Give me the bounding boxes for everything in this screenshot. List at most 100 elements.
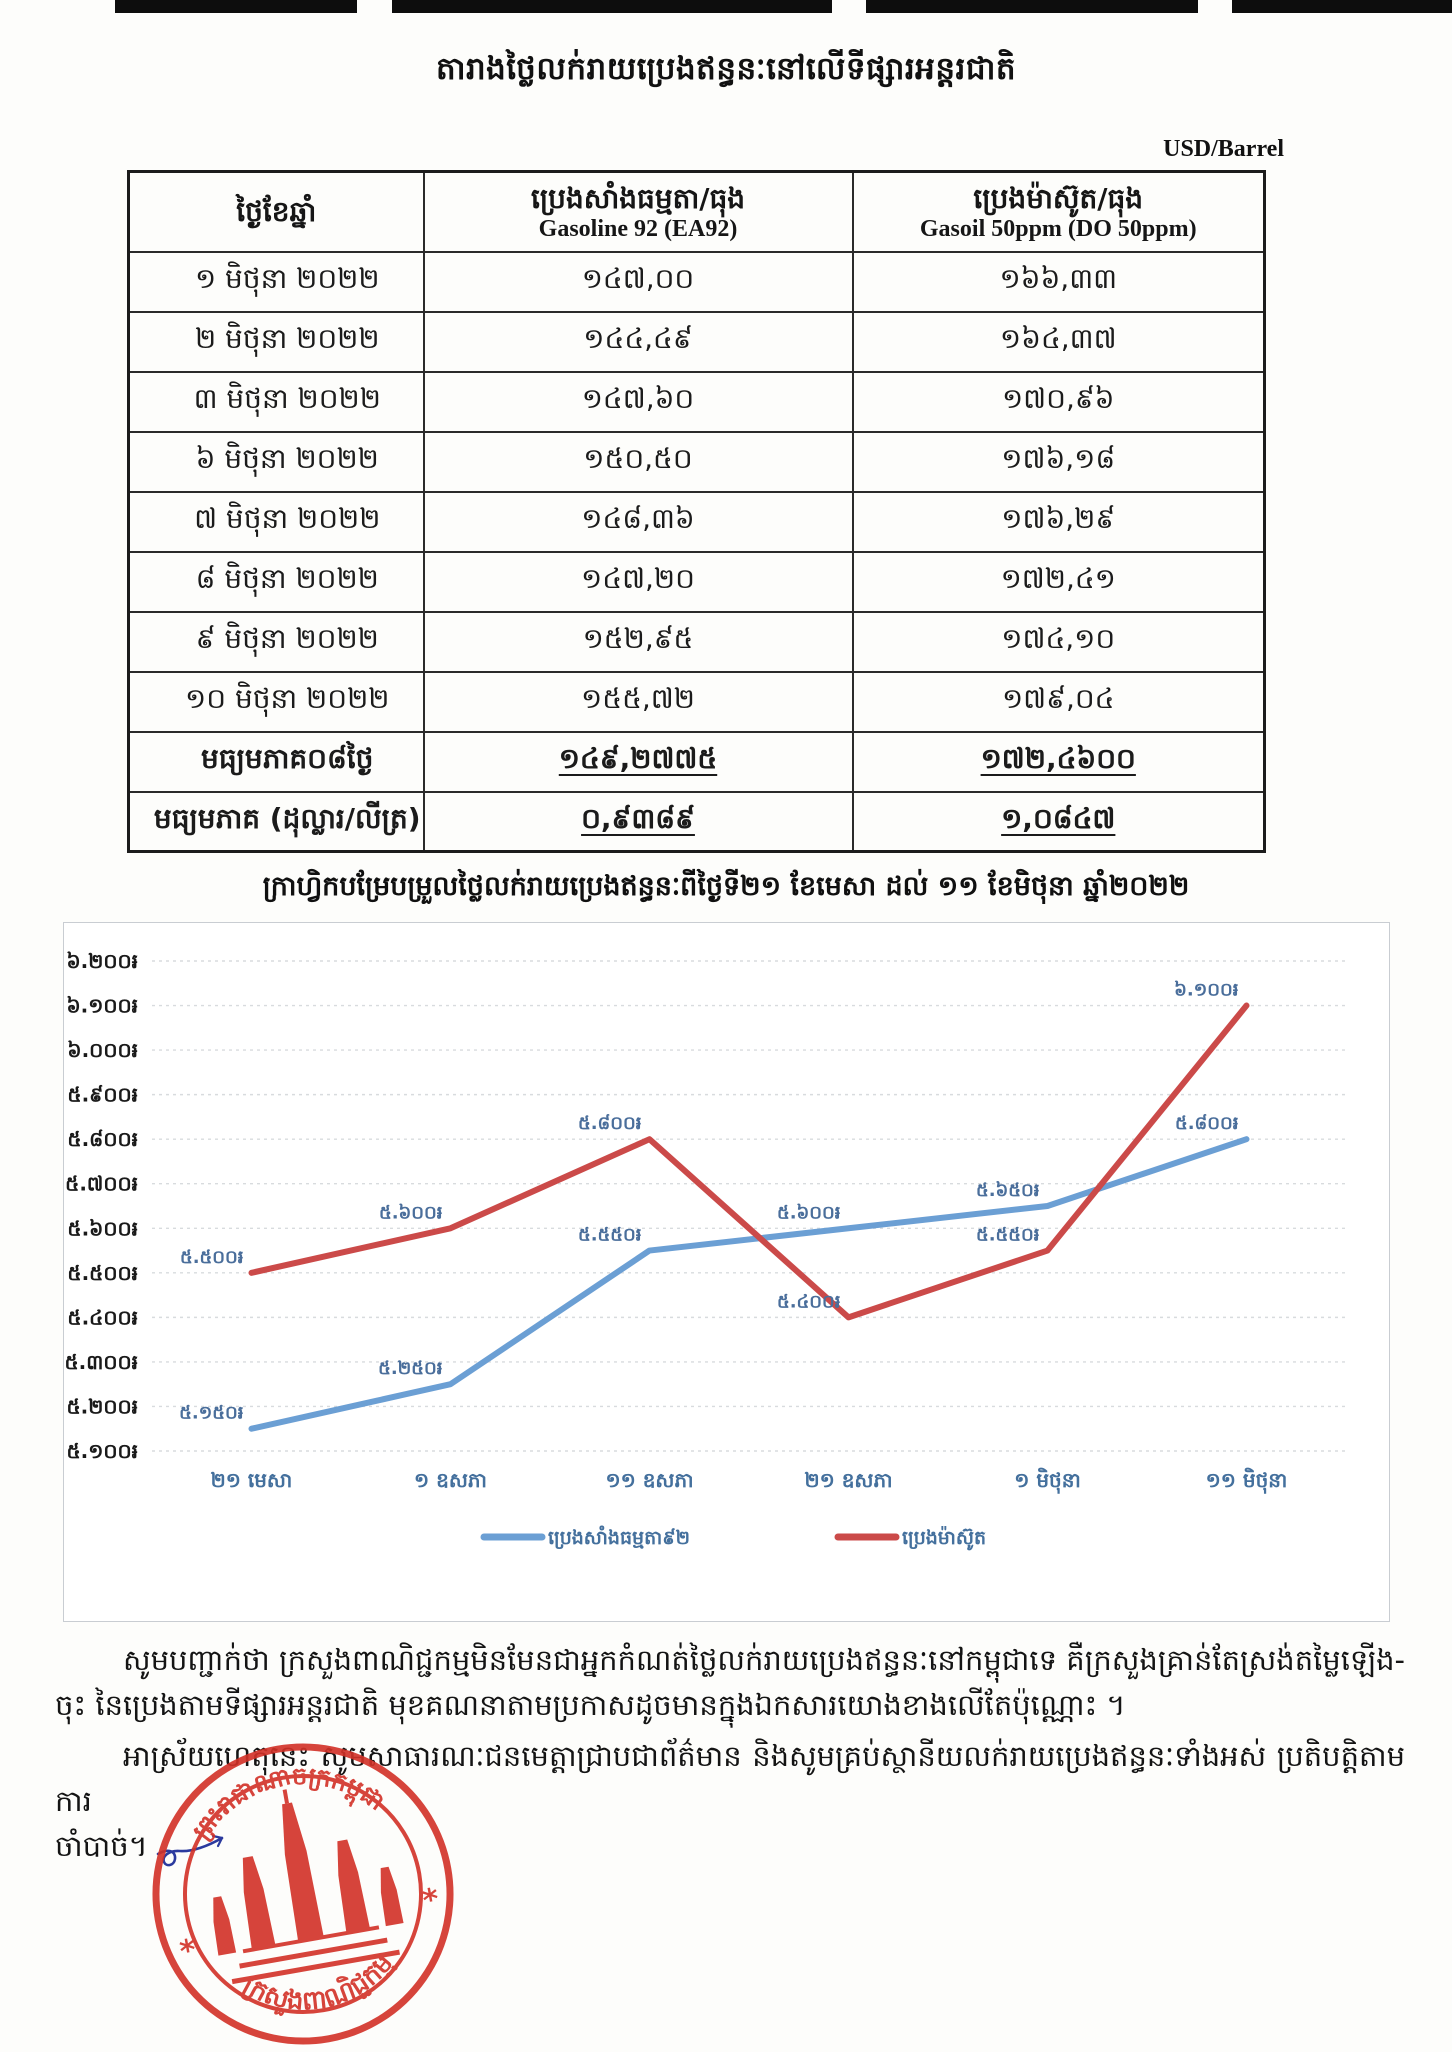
cell-gasoil: ១៦៤,៣៧: [851, 310, 1266, 373]
fuel-price-table: ថ្ងៃខែឆ្នាំ ប្រេងសាំងធម្មតា/ធុង Gasoline…: [127, 170, 1266, 853]
data-point-label: ៥.៥៥០៛: [578, 1225, 642, 1246]
cell-date: ៣ មិថុនា ២០២២: [127, 370, 425, 433]
cell-gasoline: ១៤៧,០០: [422, 250, 854, 313]
table-row: ៦ មិថុនា ២០២២ ១៥០,៥០ ១៧៦,១៨: [127, 430, 1266, 493]
cell-date: ១០ មិថុនា ២០២២: [127, 670, 425, 733]
y-tick-label: ៥.៨០០៛: [67, 1127, 138, 1151]
x-tick-label: ១១ ឧសភា: [605, 1468, 693, 1492]
table-row: ១ មិថុនា ២០២២ ១៤៧,០០ ១៦៦,៣៣: [127, 250, 1266, 313]
y-tick-label: ៥.២០០៛: [66, 1394, 138, 1418]
header-gasoil-en: Gasoil 50ppm (DO 50ppm): [919, 216, 1197, 243]
cell-date: មធ្យមភាគ០៨ថ្ងៃ: [127, 730, 425, 793]
header-date-label: ថ្ងៃខែឆ្នាំ: [236, 195, 317, 229]
cell-gasoline: ១៤៧,២០: [422, 550, 854, 613]
cell-gasoil: ១៧៤,១០: [851, 610, 1266, 673]
ministry-stamp: ព្រះរាជាណាចក្រកម្ពុជា ក្រសួងពាណិជ្ជកម្ម …: [138, 1742, 468, 2048]
summary-row: មធ្យមភាគ០៨ថ្ងៃ ១៤៩,២៧៧៥ ១៧២,៤៦០០: [127, 730, 1266, 793]
y-tick-label: ៥.៤០០៛: [67, 1305, 138, 1329]
footer-text: សូមបញ្ជាក់ថា ក្រសួងពាណិជ្ជកម្មមិនមែនជាអ្…: [55, 1638, 1405, 1870]
footer-paragraph-1: សូមបញ្ជាក់ថា ក្រសួងពាណិជ្ជកម្មមិនមែនជាអ្…: [55, 1643, 1405, 1722]
pen-signature-mark: [156, 1834, 224, 1867]
data-point-label: ៥.៤០០៛: [777, 1291, 841, 1312]
cell-gasoline: ១៤៩,២៧៧៥: [422, 730, 854, 793]
data-point-label: ៥.៨០០៛: [578, 1113, 642, 1134]
stamp-star-left: *: [177, 1933, 199, 1970]
cell-date: ៩ មិថុនា ២០២២: [127, 610, 425, 673]
data-point-label: ៥.៦០០៛: [777, 1202, 841, 1223]
cell-gasoil: ១,០៨៤៧: [851, 790, 1266, 853]
header-gasoil-km: ប្រេងម៉ាស៊ូត/ធុង: [973, 182, 1144, 216]
cell-date: ៨ មិថុនា ២០២២: [127, 550, 425, 613]
cell-gasoline: ១៥០,៥០: [422, 430, 854, 493]
header-date: ថ្ងៃខែឆ្នាំ: [127, 170, 425, 253]
cell-gasoil: ១៦៦,៣៣: [851, 250, 1266, 313]
stamp-inner-circle: [183, 1774, 423, 2014]
data-point-label: ៥.៦០០៛: [379, 1202, 443, 1223]
x-tick-label: ២១ ឧសភា: [804, 1468, 892, 1492]
table-row: ១០ មិថុនា ២០២២ ១៥៥,៧២ ១៧៩,០៤: [127, 670, 1266, 733]
data-point-label: ៦.១០០៛: [1174, 980, 1239, 1001]
table-row: ៨ មិថុនា ២០២២ ១៤៧,២០ ១៧២,៤១: [127, 550, 1266, 613]
legend-label: ប្រេងសាំងធម្មតា៩២: [548, 1525, 690, 1549]
cell-date: មធ្យមភាគ (ដុល្លារ/លីត្រ): [127, 790, 425, 853]
cell-gasoline: ១៥៥,៧២: [422, 670, 854, 733]
data-point-label: ៥.២៥០៛: [378, 1358, 443, 1379]
header-gasoline: ប្រេងសាំងធម្មតា/ធុង Gasoline 92 (EA92): [422, 170, 854, 253]
cell-date: ៦ មិថុនា ២០២២: [127, 430, 425, 493]
header-gasoline-km: ប្រេងសាំងធម្មតា/ធុង: [530, 182, 746, 216]
cell-gasoil: ១៧០,៩៦: [851, 370, 1266, 433]
cell-gasoil: ១៧៦,២៩: [851, 490, 1266, 553]
stamp-outer-circle: [152, 1743, 454, 2045]
scan-artifact-bar: [866, 0, 1198, 13]
cell-gasoline: ១៤៧,៦០: [422, 370, 854, 433]
unit-label: USD/Barrel: [1163, 136, 1284, 162]
header-gasoil: ប្រេងម៉ាស៊ូត/ធុង Gasoil 50ppm (DO 50ppm): [851, 170, 1266, 253]
scan-artifact-bar: [1232, 0, 1452, 13]
header-gasoline-en: Gasoline 92 (EA92): [538, 216, 738, 243]
cell-date: ១ មិថុនា ២០២២: [127, 250, 425, 313]
stamp-star-right: *: [420, 1882, 442, 1919]
price-chart-container: ៥.១០០៛ ៥.២០០៛ ៥.៣០០៛ ៥.៤០០៛ ៥.៥០០៛ ៥.៦០០៛ ៥.៧០…: [63, 922, 1390, 1622]
table-header-row: ថ្ងៃខែឆ្នាំ ប្រេងសាំងធម្មតា/ធុង Gasoline…: [127, 170, 1266, 253]
table-row: ២ មិថុនា ២០២២ ១៤៤,៤៩ ១៦៤,៣៧: [127, 310, 1266, 373]
legend-label: ប្រេងម៉ាស៊ូត: [902, 1526, 986, 1551]
chart-title: ក្រាហ្វិកបម្រែបម្រួលថ្លៃលក់រាយប្រេងឥន្ធន…: [262, 871, 1190, 902]
data-point-label: ៥.៨០០៛: [1175, 1113, 1239, 1134]
cell-gasoline: ១៥២,៩៥: [422, 610, 854, 673]
y-tick-label: ៥.៣០០៛: [64, 1350, 138, 1374]
y-tick-label: ៦.១០០៛: [66, 994, 138, 1018]
table-row: ៣ មិថុនា ២០២២ ១៤៧,៦០ ១៧០,៩៦: [127, 370, 1266, 433]
y-tick-label: ៥.៥០០៛: [67, 1261, 138, 1285]
document-title: តារាងថ្លៃលក់រាយប្រេងឥន្ធនៈនៅលើទីផ្សារអន្…: [435, 51, 1017, 87]
cell-gasoil: ១៧២,៤១: [851, 550, 1266, 613]
cell-gasoil: ១៧២,៤៦០០: [851, 730, 1266, 793]
cell-gasoline: ០,៩៣៨៩: [422, 790, 854, 853]
x-tick-label: ១១ មិថុនា: [1206, 1467, 1288, 1494]
data-point-label: ៥.៦៥០៛: [976, 1180, 1040, 1201]
cell-gasoline: ១៤៨,៣៦: [422, 490, 854, 553]
series-line-gasoil: [248, 1002, 1250, 1321]
cell-gasoil: ១៧៦,១៨: [851, 430, 1266, 493]
y-tick-label: ៦.០០០៛: [67, 1038, 138, 1062]
summary-row: មធ្យមភាគ (ដុល្លារ/លីត្រ) ០,៩៣៨៩ ១,០៨៤៧: [127, 790, 1266, 853]
table-row: ៧ មិថុនា ២០២២ ១៤៨,៣៦ ១៧៦,២៩: [127, 490, 1266, 553]
table-row: ៩ មិថុនា ២០២២ ១៥២,៩៥ ១៧៤,១០: [127, 610, 1266, 673]
y-tick-label: ៥.៦០០៛: [67, 1216, 138, 1240]
y-tick-label: ៥.៧០០៛: [65, 1172, 138, 1196]
y-tick-label: ៥.១០០៛: [66, 1439, 138, 1463]
footer-closing: ចាំបាច់។: [55, 1829, 148, 1864]
angkor-wat-icon: [213, 1789, 404, 1985]
y-tick-label: ៥.៩០០៛: [67, 1083, 138, 1107]
x-tick-label: ១ ឧសភា: [414, 1468, 487, 1492]
data-point-label: ៥.៥០០៛: [180, 1247, 244, 1268]
x-tick-label: ២១ មេសា: [211, 1468, 293, 1492]
y-tick-label: ៦.២០០៛: [66, 949, 138, 973]
cell-date: ៧ មិថុនា ២០២២: [127, 490, 425, 553]
cell-gasoline: ១៤៤,៤៩: [422, 310, 854, 373]
x-tick-label: ១ មិថុនា: [1014, 1467, 1081, 1494]
series-line-gasoline: [248, 1136, 1250, 1432]
footer-paragraph-2: អាស្រ័យហេតុនេះ សូមសាធារណៈជនមេត្តាជ្រាបជា…: [55, 1738, 1405, 1818]
cell-date: ២ មិថុនា ២០២២: [127, 310, 425, 373]
data-point-label: ៥.១៥០៛: [179, 1403, 244, 1424]
scan-artifact-bar: [392, 0, 832, 13]
